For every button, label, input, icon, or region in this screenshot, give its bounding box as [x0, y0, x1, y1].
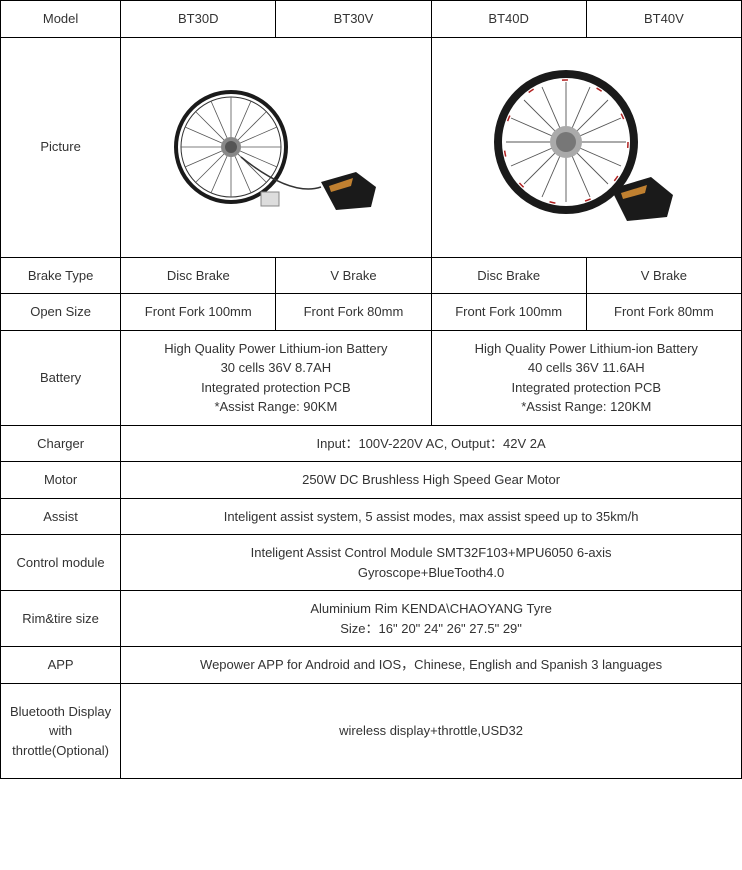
app-value: Wepower APP for Android and IOS，Chinese,…: [121, 647, 742, 684]
battery-label: Battery: [1, 330, 121, 425]
control-l2: Gyroscope+BlueTooth4.0: [358, 565, 504, 580]
charger-value: Input：100V-220V AC, Output：42V 2A: [121, 425, 742, 462]
motor-value: 250W DC Brushless High Speed Gear Motor: [121, 462, 742, 499]
bluetooth-label-l3: throttle(Optional): [12, 743, 109, 758]
model-bt30v: BT30V: [276, 1, 431, 38]
battery-bt30: High Quality Power Lithium-ion Battery 3…: [121, 330, 431, 425]
app-row: APP Wepower APP for Android and IOS，Chin…: [1, 647, 742, 684]
control-row: Control module Inteligent Assist Control…: [1, 535, 742, 591]
battery-bt30-l4: *Assist Range: 90KM: [214, 399, 337, 414]
assist-row: Assist Inteligent assist system, 5 assis…: [1, 498, 742, 535]
rim-l1: Aluminium Rim KENDA\CHAOYANG Tyre: [310, 601, 552, 616]
spec-table: Model BT30D BT30V BT40D BT40V Picture: [0, 0, 742, 779]
brake-label: Brake Type: [1, 257, 121, 294]
battery-bt40-l1: High Quality Power Lithium-ion Battery: [475, 341, 698, 356]
battery-bt30-l3: Integrated protection PCB: [201, 380, 351, 395]
rim-label: Rim&tire size: [1, 591, 121, 647]
control-l1: Inteligent Assist Control Module SMT32F1…: [251, 545, 612, 560]
header-row: Model BT30D BT30V BT40D BT40V: [1, 1, 742, 38]
battery-row: Battery High Quality Power Lithium-ion B…: [1, 330, 742, 425]
rim-row: Rim&tire size Aluminium Rim KENDA\CHAOYA…: [1, 591, 742, 647]
rim-value: Aluminium Rim KENDA\CHAOYANG Tyre Size：1…: [121, 591, 742, 647]
brake-row: Brake Type Disc Brake V Brake Disc Brake…: [1, 257, 742, 294]
control-label: Control module: [1, 535, 121, 591]
wheel-kit-icon: [471, 62, 701, 232]
assist-value: Inteligent assist system, 5 assist modes…: [121, 498, 742, 535]
brake-bt40v: V Brake: [586, 257, 741, 294]
brake-bt30d: Disc Brake: [121, 257, 276, 294]
opensize-bt40d: Front Fork 100mm: [431, 294, 586, 331]
motor-row: Motor 250W DC Brushless High Speed Gear …: [1, 462, 742, 499]
model-bt30d: BT30D: [121, 1, 276, 38]
rim-l2: Size：16" 20" 24" 26" 27.5" 29": [340, 621, 522, 636]
app-label: APP: [1, 647, 121, 684]
wheel-kit-icon: [161, 67, 391, 227]
model-bt40v: BT40V: [586, 1, 741, 38]
brake-bt40d: Disc Brake: [431, 257, 586, 294]
battery-bt30-l1: High Quality Power Lithium-ion Battery: [164, 341, 387, 356]
opensize-bt30v: Front Fork 80mm: [276, 294, 431, 331]
battery-bt40-l4: *Assist Range: 120KM: [521, 399, 651, 414]
control-value: Inteligent Assist Control Module SMT32F1…: [121, 535, 742, 591]
opensize-label: Open Size: [1, 294, 121, 331]
bluetooth-label: Bluetooth Display with throttle(Optional…: [1, 683, 121, 779]
battery-bt40: High Quality Power Lithium-ion Battery 4…: [431, 330, 741, 425]
bluetooth-value: wireless display+throttle,USD32: [121, 683, 742, 779]
bluetooth-label-l2: with: [49, 723, 72, 738]
picture-row: Picture: [1, 37, 742, 257]
battery-bt40-l2: 40 cells 36V 11.6AH: [528, 360, 645, 375]
bluetooth-label-l1: Bluetooth Display: [10, 704, 111, 719]
header-label: Model: [1, 1, 121, 38]
picture-bt30: [121, 37, 431, 257]
model-bt40d: BT40D: [431, 1, 586, 38]
battery-bt40-l3: Integrated protection PCB: [511, 380, 661, 395]
brake-bt30v: V Brake: [276, 257, 431, 294]
bluetooth-row: Bluetooth Display with throttle(Optional…: [1, 683, 742, 779]
picture-label: Picture: [1, 37, 121, 257]
assist-label: Assist: [1, 498, 121, 535]
opensize-bt30d: Front Fork 100mm: [121, 294, 276, 331]
opensize-bt40v: Front Fork 80mm: [586, 294, 741, 331]
charger-label: Charger: [1, 425, 121, 462]
opensize-row: Open Size Front Fork 100mm Front Fork 80…: [1, 294, 742, 331]
motor-label: Motor: [1, 462, 121, 499]
battery-bt30-l2: 30 cells 36V 8.7AH: [221, 360, 332, 375]
picture-bt40: [431, 37, 741, 257]
charger-row: Charger Input：100V-220V AC, Output：42V 2…: [1, 425, 742, 462]
